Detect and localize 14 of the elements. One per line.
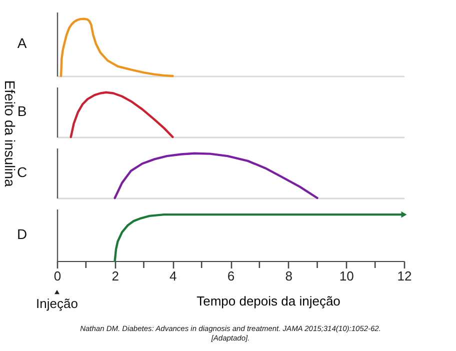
text: Injeção: [36, 296, 78, 311]
x-tick-label: 8: [285, 268, 292, 284]
text: B: [17, 103, 27, 119]
x-axis-title: Tempo depois da injeção: [196, 294, 340, 308]
text: A: [17, 35, 28, 51]
y-axis-title: Efeito da insulina: [2, 80, 18, 188]
x-tick-label: 12: [397, 268, 412, 284]
x-tick-label: 2: [112, 268, 119, 284]
text: C: [16, 164, 28, 180]
x-tick-label: 0: [54, 268, 62, 284]
x-tick-label: 6: [227, 268, 235, 284]
text: D: [16, 226, 28, 242]
x-tick-label: 4: [170, 268, 177, 284]
x-tick-label: 10: [339, 268, 354, 284]
